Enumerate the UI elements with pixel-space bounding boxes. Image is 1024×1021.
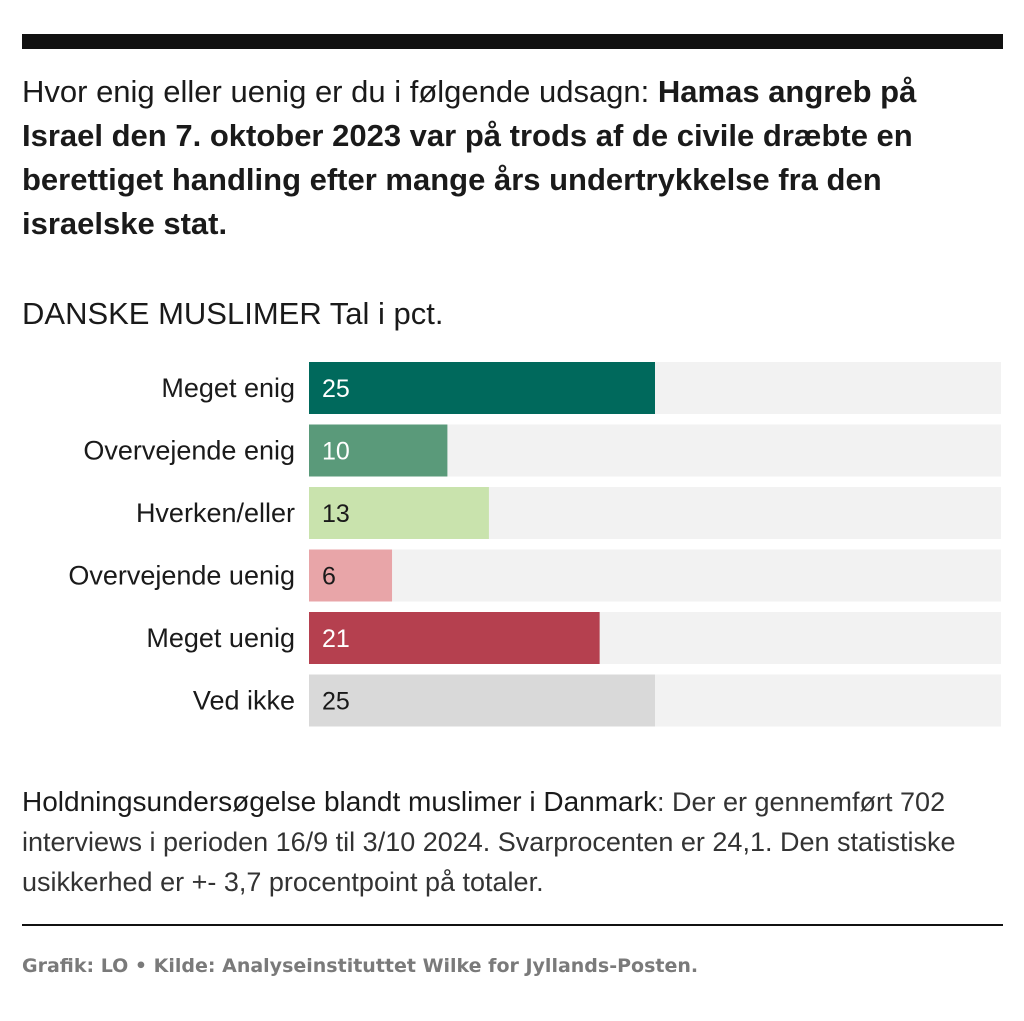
question: Hvor enig eller uenig er du i følgende u…: [22, 70, 982, 246]
top-rule: [22, 34, 1003, 49]
note-text: : Der er gennemført 702 interviews i per…: [22, 787, 956, 897]
value-label-hverken-eller: 13: [322, 500, 350, 528]
question-lead: Hvor enig eller uenig er du i følgende u…: [22, 74, 658, 109]
bar-meget-enig: [309, 362, 655, 414]
bar-ved-ikke: [309, 674, 655, 727]
survey-note: Holdningsundersøgelse blandt muslimer i …: [22, 782, 1007, 902]
bar-hverken-eller: [309, 487, 489, 539]
category-label-ved-ikke: Ved ikke: [193, 686, 295, 716]
chart-subtitle: DANSKE MUSLIMER Tal i pct.: [22, 296, 444, 331]
value-label-overvejende-uenig: 6: [322, 563, 336, 591]
bar-chart: Meget enig 25 Overvejende enig 10 Hverken/el…: [68, 362, 1001, 727]
note-title: Holdningsundersøgelse blandt muslimer i …: [22, 786, 657, 817]
category-label-overvejende-enig: Overvejende enig: [83, 436, 295, 466]
value-label-meget-enig: 25: [322, 375, 350, 403]
bar-meget-uenig: [309, 612, 600, 664]
question-statement: Hamas angreb på Israel den 7. oktober 20…: [22, 74, 917, 241]
value-label-ved-ikke: 25: [322, 688, 350, 716]
bar-overvejende-enig: [309, 424, 448, 477]
value-label-meget-uenig: 21: [322, 625, 350, 653]
category-label-meget-uenig: Meget uenig: [146, 623, 295, 653]
bar-track-overvejende-uenig: [309, 549, 1001, 602]
bar-overvejende-uenig: [309, 549, 393, 602]
value-label-overvejende-enig: 10: [322, 438, 350, 466]
category-label-hverken-eller: Hverken/eller: [136, 498, 295, 528]
category-label-meget-enig: Meget enig: [161, 373, 295, 403]
bottom-rule: [22, 924, 1003, 926]
footer-credit: Grafik: LO • Kilde: Analyseinstituttet W…: [22, 955, 699, 977]
category-label-overvejende-uenig: Overvejende uenig: [68, 561, 295, 591]
